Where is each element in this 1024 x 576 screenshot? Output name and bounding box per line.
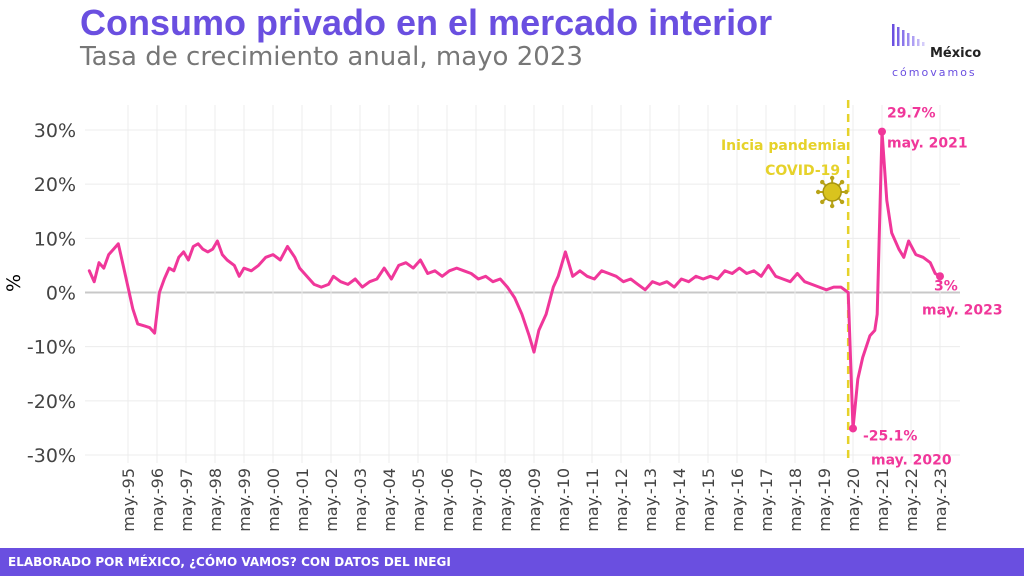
x-tick-label: may.-19 bbox=[815, 468, 834, 532]
x-tick-label: may.-01 bbox=[293, 468, 312, 532]
annotation-value-label: 29.7% bbox=[887, 106, 936, 122]
x-tick-label: may.-17 bbox=[757, 468, 776, 532]
y-tick-label: -10% bbox=[27, 337, 76, 359]
pandemic-label-line2: COVID-19 bbox=[765, 163, 840, 179]
virus-icon-spike-tip bbox=[829, 203, 835, 209]
annotation-point bbox=[878, 127, 886, 136]
x-tick-label: may.-11 bbox=[583, 468, 602, 532]
x-tick-label: may.-03 bbox=[351, 468, 370, 532]
chart-subtitle: Tasa de crecimiento anual, mayo 2023 bbox=[80, 42, 583, 72]
x-tick-label: may.-18 bbox=[786, 468, 805, 532]
virus-icon-spike-tip bbox=[815, 189, 821, 195]
x-tick-label: may.-06 bbox=[438, 468, 457, 532]
line-chart: 30% 20% 10% 0% -10% -20% -30% may.-95 may.-96 may… bbox=[3, 100, 1003, 532]
y-tick-label: -30% bbox=[27, 445, 76, 467]
x-tick-label: may.-14 bbox=[670, 468, 689, 532]
series-line bbox=[87, 130, 942, 430]
virus-icon-spike-tip bbox=[829, 175, 835, 181]
virus-icon bbox=[822, 182, 842, 202]
y-tick-label: 10% bbox=[34, 228, 76, 250]
x-tick-label: may.-23 bbox=[931, 468, 950, 532]
x-tick-label: may.-05 bbox=[409, 468, 428, 532]
x-tick-label: may.-97 bbox=[177, 468, 196, 532]
footer-bar: ELABORADO POR MÉXICO, ¿CÓMO VAMOS? CON D… bbox=[0, 548, 1024, 576]
annotation-point bbox=[849, 424, 857, 433]
y-tick-label: -20% bbox=[27, 391, 76, 413]
x-tick-label: may.-04 bbox=[380, 468, 399, 532]
annotation-date-label: may. 2020 bbox=[871, 452, 952, 468]
annotation-value-label: -25.1% bbox=[863, 428, 917, 444]
pandemic-label-line1: Inicia pandemia bbox=[721, 138, 846, 154]
annotation-date-label: may. 2023 bbox=[922, 302, 1003, 318]
virus-icon-spike-tip bbox=[843, 189, 849, 195]
x-tick-label: may.-95 bbox=[119, 468, 138, 532]
annotation-value-label: 3% bbox=[934, 278, 958, 294]
x-tick-label: may.-10 bbox=[554, 468, 573, 532]
x-tick-label: may.-15 bbox=[699, 468, 718, 532]
x-tick-label: may.-09 bbox=[525, 468, 544, 532]
virus-icon-spike-tip bbox=[839, 199, 845, 205]
y-tick-label: 20% bbox=[34, 174, 76, 196]
footer-source: ELABORADO POR MÉXICO, ¿CÓMO VAMOS? CON D… bbox=[8, 555, 451, 569]
x-tick-label: may.-02 bbox=[322, 468, 341, 532]
x-tick-label: may.-21 bbox=[873, 468, 892, 532]
x-tick-label: may.-99 bbox=[235, 468, 254, 532]
virus-icon-spike-tip bbox=[820, 199, 825, 205]
x-tick-label: may.-00 bbox=[264, 468, 283, 532]
virus-icon-spike-tip bbox=[839, 179, 845, 185]
logo-tagline: cómovamos bbox=[892, 66, 977, 79]
x-tick-label: may.-98 bbox=[206, 468, 225, 532]
x-tick-label: may.-13 bbox=[641, 468, 660, 532]
x-tick-label: may.-12 bbox=[612, 468, 631, 532]
x-tick-label: may.-08 bbox=[496, 468, 515, 532]
y-tick-label: 0% bbox=[46, 283, 76, 305]
x-tick-label: may.-16 bbox=[728, 468, 747, 532]
logo-name: México bbox=[930, 46, 982, 61]
annotation-point bbox=[936, 272, 944, 281]
logo-bars-icon bbox=[892, 24, 925, 46]
x-tick-label: may.-20 bbox=[844, 468, 863, 532]
annotation-date-label: may. 2021 bbox=[887, 136, 968, 152]
x-tick-label: may.-22 bbox=[902, 468, 921, 532]
chart-title: Consumo privado en el mercado interior bbox=[80, 2, 773, 43]
y-axis-label: % bbox=[3, 274, 25, 292]
y-tick-label: 30% bbox=[34, 120, 76, 142]
virus-icon-spike-tip bbox=[820, 179, 825, 185]
x-tick-label: may.-96 bbox=[148, 468, 167, 532]
x-tick-label: may.-07 bbox=[467, 468, 486, 532]
mexico-como-vamos-logo: México cómovamos bbox=[890, 24, 1010, 84]
